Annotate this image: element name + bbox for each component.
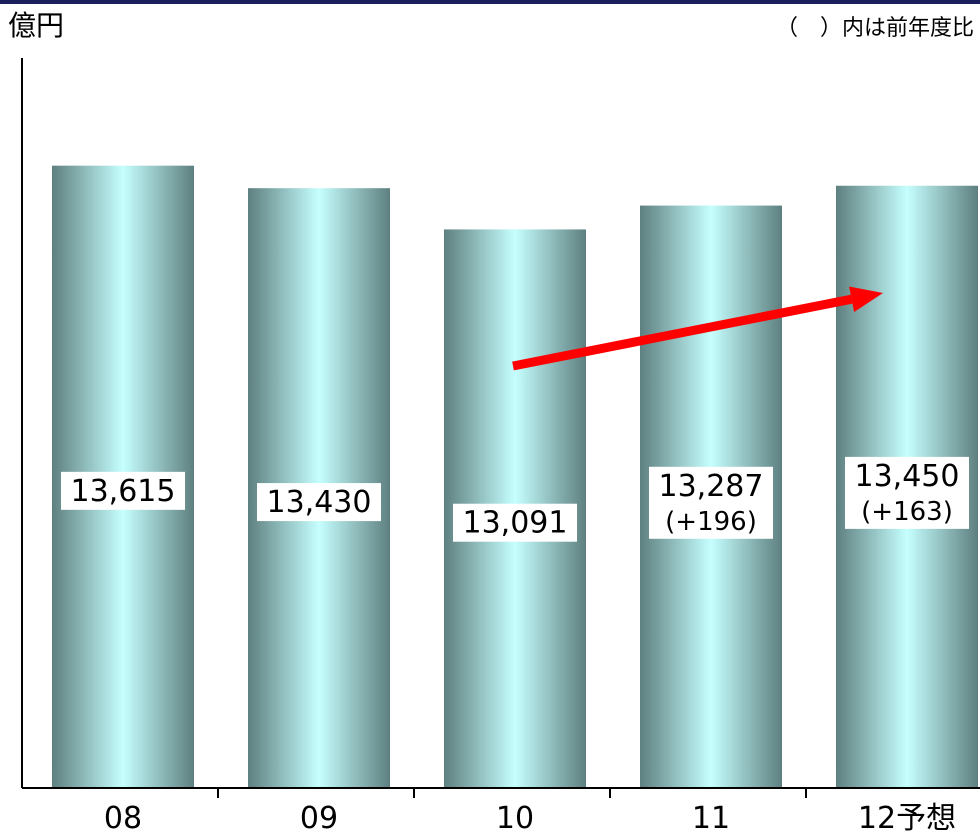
chart-note: （ ）内は前年度比 xyxy=(775,16,974,41)
value-label-box-10 xyxy=(453,503,577,542)
value-label-08: 13,615 xyxy=(71,474,176,509)
value-labels-layer: 13,615 13,430 13,091 13,287(+196) 13,450(+16… xyxy=(61,456,969,542)
axis-layer: 08 09 10 11 12予想 xyxy=(21,58,980,836)
value-label-box-12予想 xyxy=(845,456,969,529)
top-border xyxy=(0,0,980,4)
trend-arrow-layer xyxy=(512,286,883,371)
x-tick-label-10: 10 xyxy=(496,801,534,836)
trend-arrow-head xyxy=(849,286,883,312)
trend-arrow-shaft xyxy=(512,294,853,371)
x-tick-label-09: 09 xyxy=(300,801,338,836)
x-tick-label-12予想: 12予想 xyxy=(858,801,956,836)
value-label-11: 13,287 xyxy=(659,469,764,504)
value-label-09: 13,430 xyxy=(267,485,372,520)
value-label-box-11 xyxy=(649,466,773,539)
y-axis-unit-label: 億円 xyxy=(8,9,65,42)
x-tick-label-11: 11 xyxy=(692,801,730,836)
value-label-box-08 xyxy=(61,471,185,510)
change-label-11: (+196) xyxy=(665,507,757,537)
bars-layer xyxy=(52,165,978,789)
value-label-10: 13,091 xyxy=(463,506,568,541)
change-label-12予想: (+163) xyxy=(861,497,953,527)
value-label-12予想: 13,450 xyxy=(855,459,960,494)
value-label-box-09 xyxy=(257,483,381,522)
x-tick-label-08: 08 xyxy=(104,801,142,836)
